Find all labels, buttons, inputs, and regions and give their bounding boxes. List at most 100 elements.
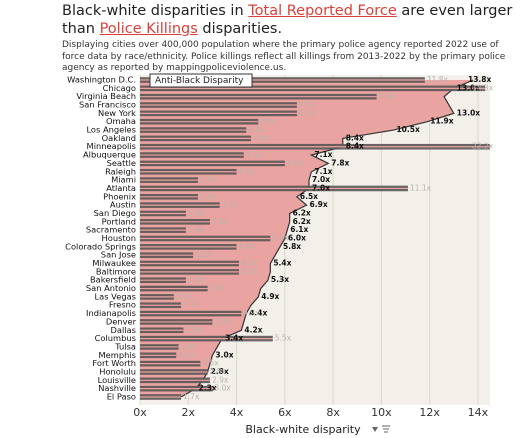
category-label: El Paso	[107, 392, 136, 402]
data-label: 6.1x	[290, 225, 308, 234]
category-label: Las Vegas	[95, 291, 136, 301]
category-label: Minneapolis	[87, 141, 136, 151]
category-label: Houston	[102, 233, 136, 243]
category-label: Phoenix	[103, 191, 136, 201]
area	[140, 80, 474, 397]
title-part: are even larger than	[62, 3, 513, 37]
data-label: 6.5x	[300, 192, 318, 201]
category-label: Memphis	[99, 350, 137, 360]
title-part: Black-white disparities in	[62, 3, 244, 19]
x-tick-label: 10x	[371, 406, 392, 419]
data-label: 7.1x	[314, 150, 332, 159]
data-label: 4.2x	[244, 325, 262, 334]
category-label: Omaha	[106, 116, 136, 126]
subtitle: Displaying cities over 400,000 populatio…	[62, 40, 506, 73]
category-label: Louisville	[98, 375, 136, 385]
data-label: 5.8x	[283, 242, 301, 251]
x-tick-label: 12x	[419, 406, 440, 419]
data-label: 5.5x	[275, 334, 292, 343]
data-label: 3.4x	[225, 334, 243, 343]
legend-box	[149, 73, 253, 88]
category-label: Oakland	[102, 133, 136, 143]
area-outline	[180, 79, 474, 398]
category-label: Colorado Springs	[65, 241, 136, 251]
category-label: Tulsa	[114, 341, 136, 351]
data-label: 2.9x	[212, 375, 229, 384]
data-label: 7.0x	[312, 183, 330, 192]
data-label: 1.7x	[183, 300, 200, 309]
data-label: 4.0x	[239, 167, 256, 176]
category-label: Atlanta	[106, 183, 136, 193]
data-label: 5.3x	[271, 275, 289, 284]
category-label: Denver	[106, 316, 137, 326]
data-label: 6.2x	[293, 208, 311, 217]
x-tick-label: 8x	[326, 406, 340, 419]
data-label: 14.3x	[472, 83, 494, 92]
category-label: Indianapolis	[86, 308, 136, 318]
data-label: 4.9x	[261, 292, 279, 301]
data-label: 3.0x	[214, 317, 231, 326]
data-label: 8.4x	[346, 142, 364, 151]
x-tick-label: 0x	[133, 406, 147, 419]
category-label: Nashville	[98, 383, 136, 393]
category-label: Albuquerque	[83, 150, 136, 160]
category-label: Sacramento	[86, 225, 136, 235]
category-label: Fresno	[109, 300, 136, 310]
data-label: 2.4x	[200, 192, 217, 201]
data-label: 7.8x	[331, 158, 349, 167]
data-label: 11.8x	[427, 75, 449, 84]
category-label: Raleigh	[105, 166, 136, 176]
category-label: Austin	[110, 200, 136, 210]
data-label: 1.5x	[178, 350, 195, 359]
data-label: 11.9x	[430, 117, 454, 126]
axis-icons	[372, 425, 390, 433]
category-label: Washington D.C.	[67, 75, 136, 85]
data-label: 2.4x	[200, 175, 217, 184]
data-label: 8.4x	[346, 133, 364, 142]
category-label: Virginia Beach	[76, 91, 136, 101]
data-label: 4.9x	[260, 117, 277, 126]
category-label: San Antonio	[86, 283, 136, 293]
data-label: 2.3x	[199, 384, 217, 393]
data-label: 6.5x	[299, 108, 316, 117]
data-label: 6.5x	[299, 100, 316, 109]
data-label: 22.2x	[472, 142, 494, 151]
category-label: San Diego	[94, 208, 136, 218]
data-label: 4.2x	[243, 309, 260, 318]
data-label: 4.1x	[241, 259, 258, 268]
x-tick-label: 4x	[230, 406, 244, 419]
data-label: 11.1x	[410, 183, 432, 192]
data-label: 1.9x	[188, 275, 205, 284]
data-label: 6.9x	[310, 200, 328, 209]
x-tick-label: 14x	[468, 406, 489, 419]
category-label: San Jose	[101, 250, 136, 260]
category-label: Baltimore	[96, 266, 136, 276]
x-axis-title: Black-white disparity	[245, 423, 361, 436]
data-label: 2.8x	[210, 367, 227, 376]
data-label: 3.3x	[222, 200, 239, 209]
data-label: 13.0x	[457, 83, 481, 92]
title-highlight: Total Reported Force	[248, 3, 397, 19]
data-label: 7.0x	[312, 175, 330, 184]
category-label: Honolulu	[99, 366, 136, 376]
data-label: 6.0x	[287, 158, 304, 167]
data-label: 13.0x	[457, 108, 481, 117]
data-label: 5.4x	[272, 234, 289, 243]
category-label: Columbus	[95, 333, 136, 343]
data-label: 1.9x	[188, 225, 205, 234]
data-label: 1.4x	[176, 292, 193, 301]
data-label: 2.8x	[211, 367, 229, 376]
data-label: 3.0x	[215, 350, 233, 359]
title-highlight: Police Killings	[99, 21, 198, 37]
data-label: 6.2x	[293, 217, 311, 226]
data-label: 1.8x	[185, 325, 202, 334]
category-label: New York	[98, 108, 136, 118]
title-part: disparities.	[202, 21, 283, 37]
title: Black-white disparities in Total Reporte…	[62, 2, 522, 38]
category-label: Seattle	[107, 158, 136, 168]
data-label: 1.6x	[181, 342, 198, 351]
data-label: 3.0x	[214, 384, 231, 393]
category-label: San Francisco	[79, 100, 136, 110]
category-label: Milwaukee	[92, 258, 136, 268]
